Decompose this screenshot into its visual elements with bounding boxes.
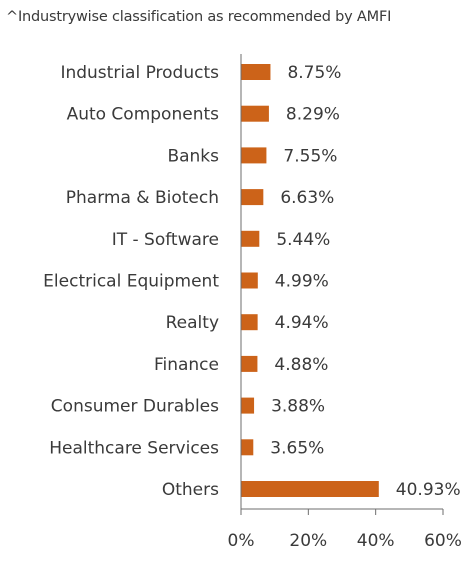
value-label-electrical-equipment: 4.99% [275,272,329,292]
category-label-others: Others [162,480,219,500]
value-label-pharma-biotech: 6.63% [280,188,334,208]
bar-it-software [241,230,260,247]
bar-electrical-equipment [241,272,258,289]
category-label-industrial-products: Industrial Products [60,63,219,83]
bars [241,64,379,497]
value-label-industrial-products: 8.75% [287,63,341,83]
value-labels: 8.75% 8.29% 7.55% 6.63% 5.44% 4.99% 4.94% 4.88%… [270,63,460,500]
x-tick-label-0: 0% [228,531,255,551]
value-label-others: 40.93% [396,480,461,500]
bar-healthcare-services [241,439,254,456]
footnote: ^Industrywise classification as recommen… [6,9,392,25]
category-label-pharma-biotech: Pharma & Biotech [66,188,219,208]
value-label-finance: 4.88% [274,355,328,375]
bar-others [241,481,379,497]
bar-realty [241,314,258,331]
category-label-electrical-equipment: Electrical Equipment [43,272,219,292]
category-label-realty: Realty [166,313,219,333]
category-label-healthcare-services: Healthcare Services [49,438,219,458]
category-label-consumer-durables: Consumer Durables [51,397,219,417]
value-label-auto-components: 8.29% [286,105,340,125]
bar-consumer-durables [241,397,255,414]
bar-pharma-biotech [241,189,264,206]
category-label-finance: Finance [154,355,219,375]
bar-finance [241,355,258,372]
value-label-healthcare-services: 3.65% [270,438,324,458]
value-label-it-software: 5.44% [276,230,330,250]
category-label-banks: Banks [167,146,219,166]
category-labels: Industrial Products Auto Components Banks P… [43,63,219,500]
bar-banks [241,147,267,164]
x-tick-label-20: 20% [289,531,327,551]
value-label-consumer-durables: 3.88% [271,397,325,417]
category-label-it-software: IT - Software [112,230,219,250]
x-axis: 0% 20% 40% 60% [228,54,462,551]
value-label-banks: 7.55% [283,146,337,166]
value-label-realty: 4.94% [275,313,329,333]
x-tick-label-40: 40% [357,531,395,551]
bar-auto-components [241,105,269,122]
category-label-auto-components: Auto Components [67,105,220,125]
x-tick-label-60: 60% [424,531,462,551]
bar-industrial-products [241,64,271,80]
